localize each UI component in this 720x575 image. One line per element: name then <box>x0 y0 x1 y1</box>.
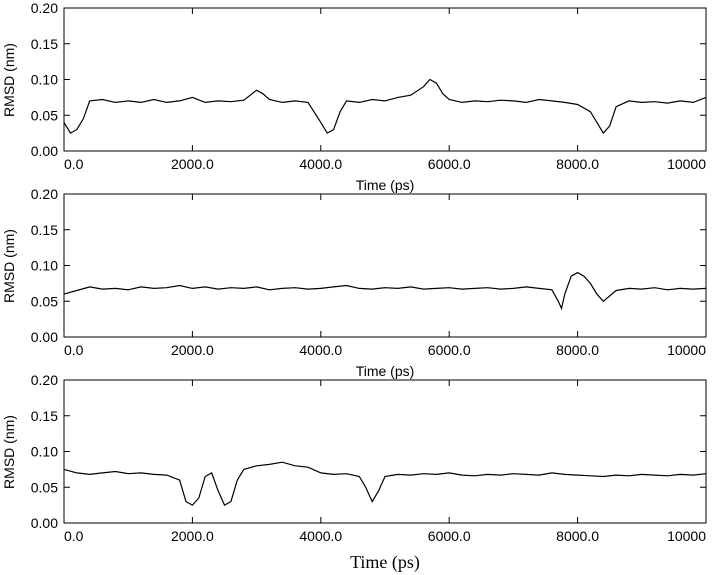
rmsd-panel-middle: 0.00 0.05 0.10 0.15 0.20 0.0 2000.0 4000.0 6000.… <box>1 186 707 379</box>
x-tick-label: 8000.0 <box>556 528 599 544</box>
x-tick-label: 0.0 <box>64 528 84 544</box>
y-axis-label: RMSD (nm) <box>1 43 17 117</box>
y-tick-label: 0.05 <box>31 107 58 123</box>
ticks-layer: 0.00 0.05 0.10 0.15 0.20 0.0 2000.0 4000.0 6000.… <box>31 186 707 358</box>
x-tick-label: 2000.0 <box>171 342 214 358</box>
y-tick-label: 0.20 <box>31 0 58 16</box>
y-tick-label: 0.10 <box>31 258 58 274</box>
y-axis-label: RMSD (nm) <box>1 229 17 303</box>
x-tick-label: 6000.0 <box>428 528 471 544</box>
x-tick-label: 6000.0 <box>428 156 471 172</box>
x-tick-label: 4000.0 <box>299 528 342 544</box>
x-tick-label: 2000.0 <box>171 156 214 172</box>
rmsd-series-line <box>63 78 707 135</box>
ticks-layer: 0.00 0.05 0.10 0.15 0.20 0.0 2000.0 4000.0 6000.… <box>31 0 707 172</box>
plot-frame <box>63 379 707 524</box>
rmsd-panel-top: 0.00 0.05 0.10 0.15 0.20 0.0 2000.0 4000.0 6000.… <box>1 0 707 193</box>
y-tick-label: 0.00 <box>31 515 58 531</box>
y-tick-label: 0.20 <box>31 372 58 388</box>
x-tick-label: 10000 <box>667 342 706 358</box>
x-tick-label: 0.0 <box>64 156 84 172</box>
x-axis-label: Time (ps) <box>356 177 415 193</box>
rmsd-series-line <box>63 461 707 506</box>
rmsd-panel-bottom: 0.00 0.05 0.10 0.15 0.20 0.0 2000.0 4000.0 6000.… <box>1 372 707 573</box>
y-tick-label: 0.15 <box>31 408 58 424</box>
x-tick-label: 4000.0 <box>299 156 342 172</box>
rmsd-series-line <box>63 271 707 311</box>
series-layer <box>63 461 707 506</box>
x-tick-label: 10000 <box>667 528 706 544</box>
x-tick-label: 8000.0 <box>556 342 599 358</box>
x-axis-label: Time (ps) <box>350 552 420 573</box>
x-tick-label: 2000.0 <box>171 528 214 544</box>
y-tick-label: 0.05 <box>31 293 58 309</box>
x-axis-label: Time (ps) <box>356 363 415 379</box>
y-tick-label: 0.00 <box>31 143 58 159</box>
x-tick-label: 4000.0 <box>299 342 342 358</box>
x-tick-label: 6000.0 <box>428 342 471 358</box>
y-axis-label: RMSD (nm) <box>1 415 17 489</box>
y-tick-label: 0.15 <box>31 222 58 238</box>
y-tick-label: 0.10 <box>31 72 58 88</box>
x-tick-label: 10000 <box>667 156 706 172</box>
series-layer <box>63 271 707 311</box>
plot-frame <box>63 7 707 152</box>
x-tick-label: 8000.0 <box>556 156 599 172</box>
plot-frame <box>63 193 707 338</box>
x-tick-label: 0.0 <box>64 342 84 358</box>
y-tick-label: 0.15 <box>31 36 58 52</box>
ticks-layer: 0.00 0.05 0.10 0.15 0.20 0.0 2000.0 4000.0 6000.… <box>31 372 707 544</box>
y-tick-label: 0.00 <box>31 329 58 345</box>
y-tick-label: 0.10 <box>31 444 58 460</box>
series-layer <box>63 78 707 135</box>
y-tick-label: 0.20 <box>31 186 58 202</box>
y-tick-label: 0.05 <box>31 479 58 495</box>
